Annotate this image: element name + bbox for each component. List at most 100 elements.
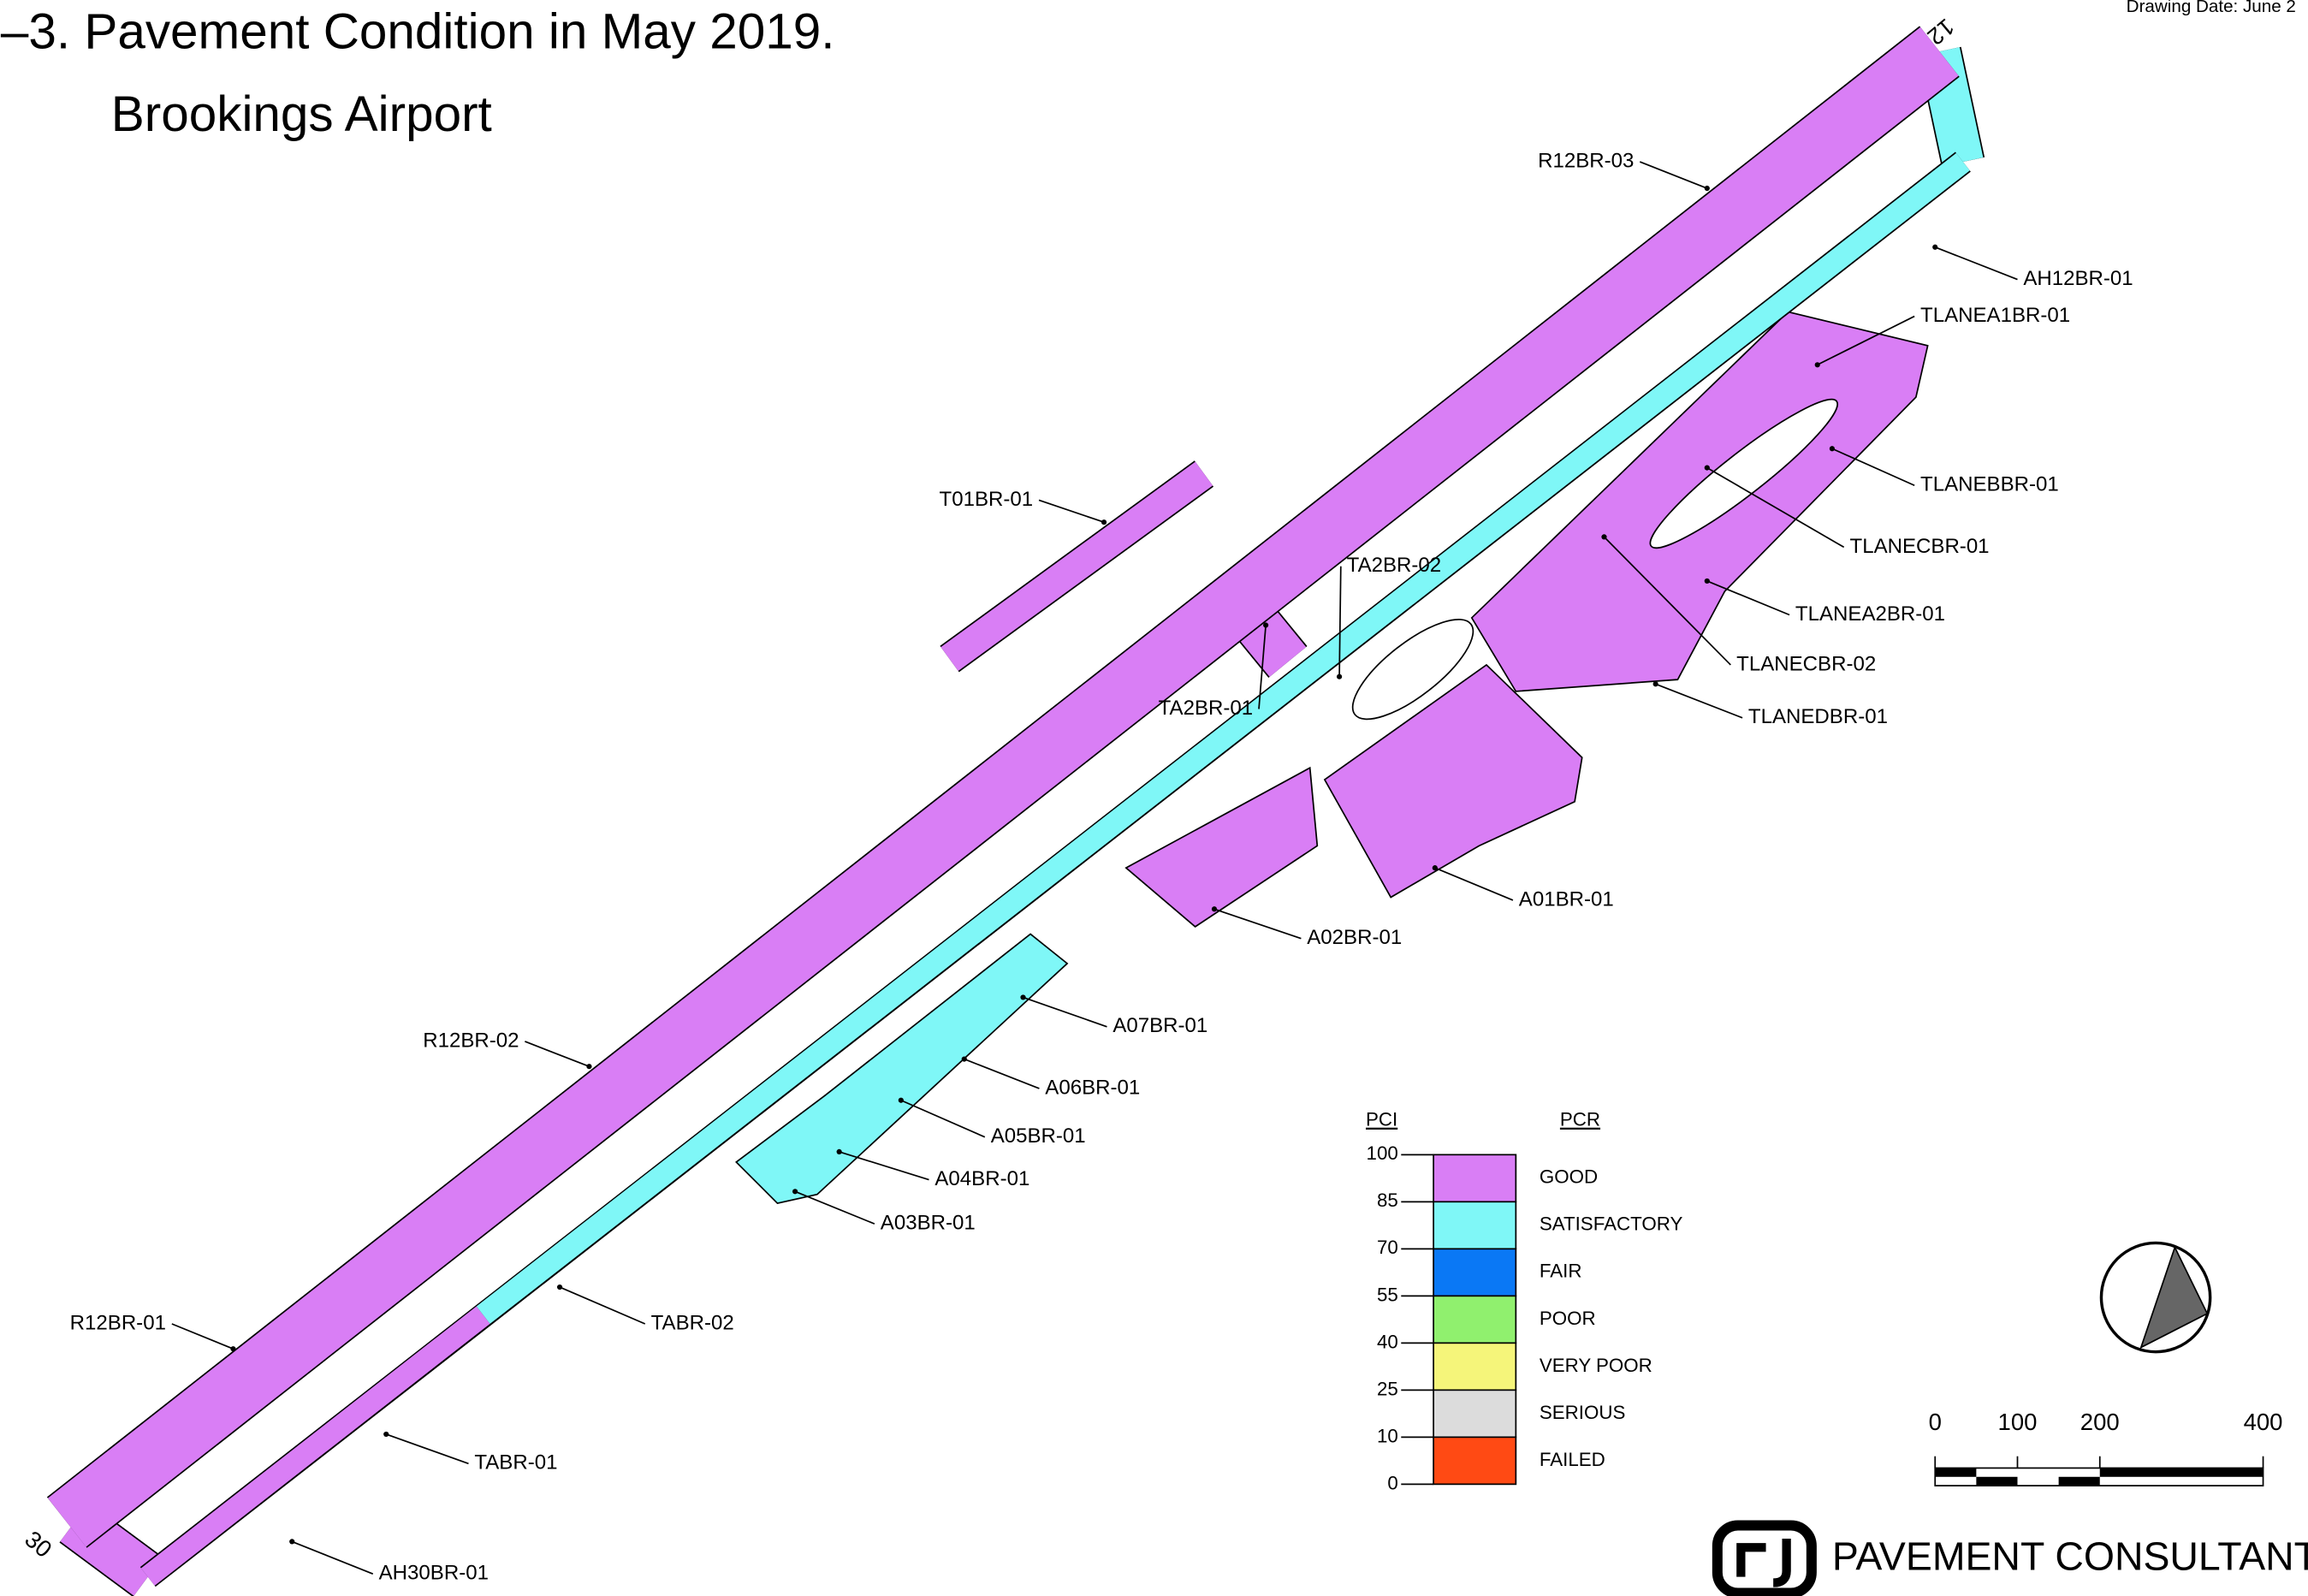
legend-swatch (1433, 1295, 1517, 1344)
apron (735, 933, 1069, 1204)
leader (1603, 536, 1731, 666)
section-label: TLANEBBR-01 (1920, 473, 2059, 496)
section-label: T01BR-01 (940, 488, 1034, 511)
leader (1213, 908, 1302, 940)
legend-swatch (1433, 1389, 1517, 1439)
leader (1934, 246, 2018, 281)
compass (2099, 1241, 2212, 1354)
pci-tick-label: 10 (1377, 1425, 1398, 1446)
legend-label: POOR (1540, 1308, 1596, 1329)
leader-arrow (836, 1148, 842, 1154)
leader (1831, 448, 1915, 487)
leader-arrow (586, 1064, 592, 1070)
leader (1434, 867, 1514, 901)
runway (47, 27, 1959, 1547)
leader (1655, 683, 1743, 719)
pci-tick-label: 70 (1377, 1237, 1398, 1258)
title: –3. Pavement Condition in May 2019. (1, 4, 835, 60)
section-label: A02BR-01 (1307, 926, 1402, 949)
pcr-header: PCR (1560, 1109, 1600, 1130)
north-arrow (2139, 1245, 2209, 1350)
leader-arrow (1101, 519, 1107, 525)
subtitle: Brookings Airport (111, 86, 492, 142)
taxiway (140, 1306, 490, 1586)
pci-tick-label: 25 (1377, 1378, 1398, 1399)
infield (1649, 398, 1839, 549)
pci-tick-label: 85 (1377, 1190, 1398, 1211)
leader-arrow (383, 1431, 389, 1438)
section-label: TABR-02 (651, 1311, 734, 1334)
leader (839, 1151, 929, 1181)
section-label: A01BR-01 (1519, 887, 1614, 911)
leader-arrow (898, 1097, 904, 1103)
leader-arrow (1652, 681, 1658, 687)
section-label: A05BR-01 (991, 1124, 1086, 1148)
infield (1351, 618, 1474, 721)
pavement (46, 26, 1985, 1596)
compass-circle (2099, 1241, 2212, 1354)
logo-mark (1736, 1538, 1791, 1587)
section-label: TA2BR-01 (1159, 697, 1253, 720)
leader-arrow (1704, 578, 1710, 584)
section-label: A03BR-01 (881, 1211, 976, 1234)
leader-arrow (1704, 465, 1710, 471)
leader (1817, 315, 1915, 366)
scale-block (1935, 1468, 1977, 1477)
company: PAVEMENT CONSULTANTS (1832, 1534, 2308, 1578)
leader (291, 1540, 374, 1575)
leader-arrow (1263, 622, 1269, 628)
scale-label: 200 (2080, 1409, 2120, 1435)
pci-tick-label: 55 (1377, 1284, 1398, 1305)
section-label: AH30BR-01 (379, 1562, 489, 1585)
section-label: TLANEA1BR-01 (1920, 304, 2070, 327)
legend-label: GOOD (1540, 1166, 1598, 1188)
section-label: AH12BR-01 (2023, 267, 2133, 290)
labels: R12BR-03 AH12BR-01 TLANEA1BR-01 TLANEBBR-01… (70, 149, 2283, 1584)
scale-label: 100 (1998, 1409, 2038, 1435)
logo-mark (1712, 1520, 1817, 1596)
section-label: TLANEA2BR-01 (1795, 602, 1945, 626)
leader (171, 1323, 234, 1350)
section-label: A06BR-01 (1045, 1076, 1140, 1099)
leader (964, 1058, 1040, 1089)
leader-arrow (556, 1284, 563, 1290)
legend-swatch (1433, 1436, 1517, 1486)
scale-label: 0 (1929, 1409, 1942, 1435)
pci-tick-label: 40 (1377, 1331, 1398, 1352)
leader-arrow (1336, 673, 1343, 679)
scale-block (2099, 1468, 2264, 1477)
leader (1706, 580, 1790, 616)
scale-block (2058, 1476, 2100, 1486)
section-label: TLANECBR-02 (1736, 652, 1876, 675)
leader (1023, 996, 1107, 1028)
legend-swatch (1433, 1201, 1517, 1250)
leader-arrow (1020, 994, 1026, 1000)
scale-label: 400 (2244, 1409, 2283, 1435)
legend-swatch (1433, 1342, 1517, 1391)
taxiway (476, 152, 1970, 1324)
leader-arrow (1211, 906, 1218, 912)
legend-label: SERIOUS (1540, 1402, 1625, 1423)
legend-swatch (1433, 1248, 1517, 1297)
pci-header: PCI (1366, 1109, 1397, 1130)
leader-arrow (230, 1346, 236, 1352)
legend-label: FAIR (1540, 1261, 1582, 1282)
legend-label: FAILED (1540, 1449, 1605, 1470)
leader-arrow (1601, 534, 1607, 540)
leader (794, 1190, 875, 1225)
drawing-date: Drawing Date: June 2 (2127, 0, 2296, 16)
leader (525, 1041, 590, 1067)
pci-tick-label: 100 (1367, 1142, 1398, 1164)
pci-tick-label: 0 (1387, 1472, 1397, 1493)
leader-arrow (1432, 865, 1438, 871)
leader-arrow (792, 1189, 798, 1195)
leader (559, 1286, 646, 1325)
leader (1706, 466, 1845, 549)
leader-arrow (1932, 244, 1938, 250)
leader (1639, 161, 1708, 189)
scale-block (1976, 1476, 2018, 1486)
section-label: R12BR-02 (423, 1029, 519, 1052)
leader (1038, 499, 1105, 524)
